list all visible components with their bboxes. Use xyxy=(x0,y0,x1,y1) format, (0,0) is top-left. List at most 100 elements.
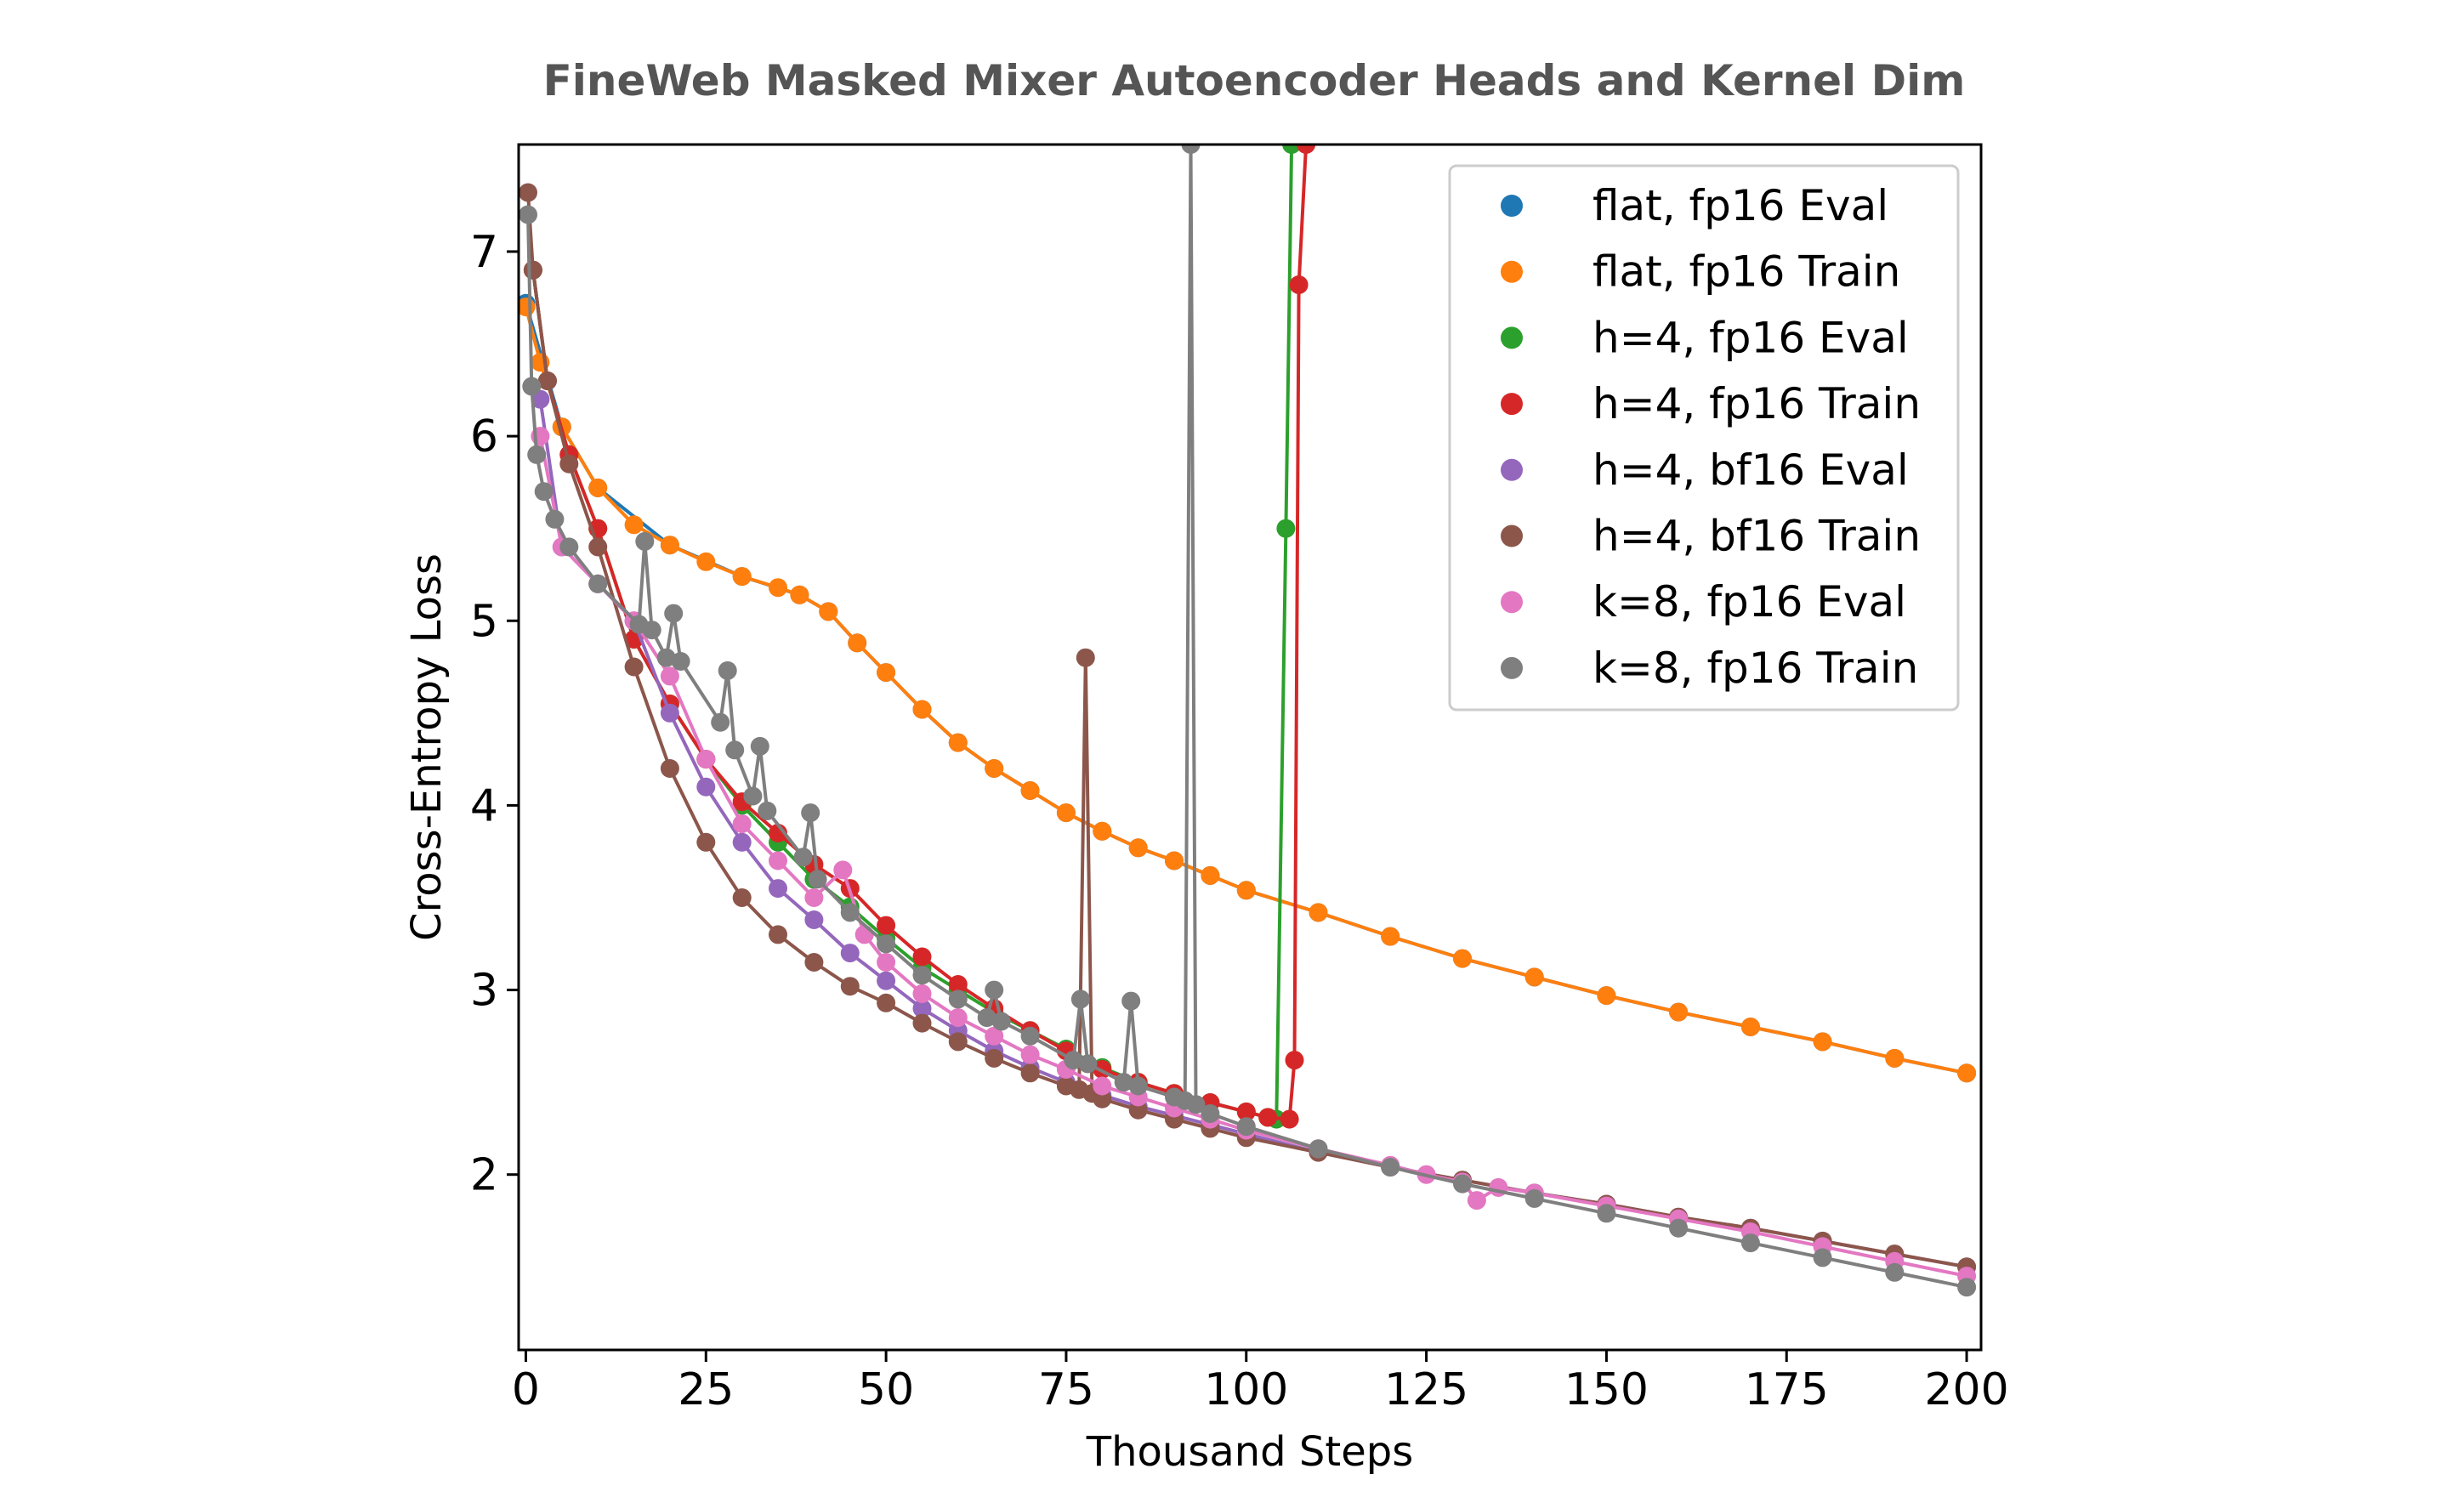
legend-entry: k=8, fp16 Eval xyxy=(1593,577,1906,627)
data-point xyxy=(1280,1109,1299,1129)
data-point xyxy=(545,509,565,529)
data-point xyxy=(877,663,896,683)
x-tick-label: 0 xyxy=(512,1364,540,1415)
x-tick-label: 50 xyxy=(858,1364,914,1415)
data-point xyxy=(519,205,537,224)
legend-marker xyxy=(1501,195,1523,217)
data-point xyxy=(912,947,932,967)
data-point xyxy=(1885,1048,1905,1068)
data-point xyxy=(1524,967,1544,987)
data-point xyxy=(588,537,608,557)
y-tick-label: 3 xyxy=(470,966,498,1017)
data-point xyxy=(804,888,824,907)
legend-entry: h=4, fp16 Train xyxy=(1593,379,1921,428)
y-axis: 2 3 4 5 6 7 xyxy=(470,227,519,1201)
data-point xyxy=(696,552,716,571)
data-point xyxy=(991,1012,1011,1031)
data-point xyxy=(1597,986,1616,1006)
x-axis-label: Thousand Steps xyxy=(1086,1428,1413,1476)
data-point xyxy=(833,860,853,880)
data-point xyxy=(523,260,542,280)
data-point xyxy=(1740,1233,1760,1253)
data-point xyxy=(1289,275,1309,294)
data-point xyxy=(1114,1073,1133,1092)
legend-entry: flat, fp16 Eval xyxy=(1593,181,1888,230)
data-point xyxy=(1165,851,1184,870)
data-point xyxy=(1181,145,1201,154)
y-tick-label: 7 xyxy=(470,227,498,278)
data-point xyxy=(912,700,932,719)
data-point xyxy=(758,801,777,820)
data-point xyxy=(769,578,787,598)
data-point xyxy=(1056,803,1076,823)
data-point xyxy=(660,666,679,686)
data-point xyxy=(559,454,579,473)
x-tick-label: 150 xyxy=(1564,1364,1649,1415)
data-point xyxy=(1597,1204,1616,1223)
data-point xyxy=(660,536,679,555)
data-point xyxy=(912,966,932,985)
data-point xyxy=(1524,1188,1544,1208)
data-point xyxy=(1669,1002,1689,1022)
data-point xyxy=(732,567,752,587)
data-point xyxy=(1078,1054,1098,1074)
data-point xyxy=(660,759,679,778)
legend-entry: flat, fp16 Train xyxy=(1593,247,1900,297)
data-point xyxy=(1236,1102,1256,1121)
x-axis: 0 25 50 75 100 125 150 175 200 xyxy=(512,1350,2009,1415)
data-point xyxy=(1201,865,1220,885)
data-point xyxy=(1201,1104,1220,1123)
x-tick-label: 100 xyxy=(1204,1364,1288,1415)
data-point xyxy=(732,814,752,834)
data-point xyxy=(1020,1026,1040,1046)
series-line xyxy=(526,145,1967,1290)
data-point xyxy=(985,1048,1004,1068)
data-point xyxy=(840,977,860,996)
data-point xyxy=(559,537,579,557)
data-point xyxy=(732,888,752,907)
data-point xyxy=(793,848,813,867)
data-point xyxy=(804,953,824,972)
legend-marker xyxy=(1501,525,1523,547)
legend-marker xyxy=(1501,326,1523,349)
data-point xyxy=(1020,1045,1040,1064)
data-point xyxy=(877,971,896,990)
data-point xyxy=(660,703,679,723)
data-point xyxy=(1381,927,1400,946)
data-point xyxy=(1020,781,1040,800)
chart-title: FineWeb Masked Mixer Autoencoder Heads a… xyxy=(543,56,1966,105)
data-point xyxy=(1128,1100,1148,1120)
data-point xyxy=(1128,838,1148,858)
data-point xyxy=(877,934,896,954)
data-point xyxy=(1467,1191,1486,1211)
data-point xyxy=(912,1013,932,1033)
data-point xyxy=(1236,881,1256,900)
data-point xyxy=(1813,1248,1832,1267)
data-point xyxy=(711,712,730,732)
data-point xyxy=(656,648,676,667)
data-point xyxy=(1070,989,1090,1009)
data-point xyxy=(1453,1174,1472,1194)
data-point xyxy=(977,1008,996,1028)
data-point xyxy=(522,377,542,396)
y-tick-label: 4 xyxy=(470,780,498,831)
data-point xyxy=(527,445,547,464)
data-point xyxy=(1813,1032,1832,1052)
legend-marker xyxy=(1501,591,1523,614)
data-point xyxy=(1285,1051,1304,1070)
data-point xyxy=(624,515,644,535)
series-8 xyxy=(519,145,1977,1297)
data-point xyxy=(519,183,537,202)
data-point xyxy=(1957,1063,1977,1083)
data-point xyxy=(1121,991,1141,1011)
data-point xyxy=(769,925,787,944)
legend-entry: h=4, fp16 Eval xyxy=(1593,313,1909,362)
legend-marker xyxy=(1501,393,1523,416)
y-tick-label: 5 xyxy=(470,596,498,647)
data-point xyxy=(1236,1117,1256,1137)
data-point xyxy=(877,953,896,972)
data-point xyxy=(1076,648,1095,667)
data-point xyxy=(848,633,867,653)
data-point xyxy=(819,602,838,621)
